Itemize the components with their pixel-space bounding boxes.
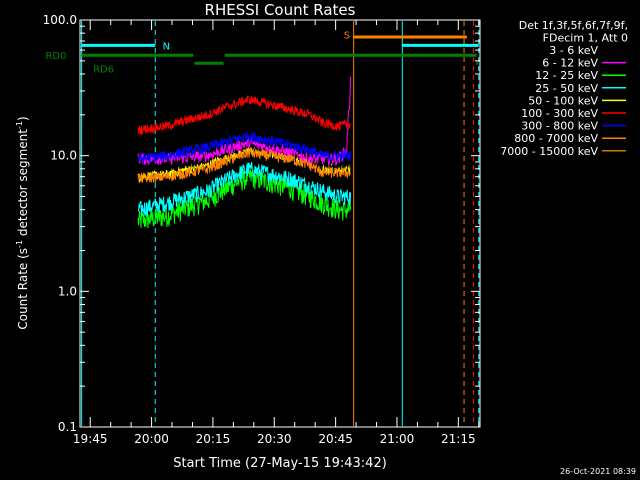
- x-tick-label: 21:15: [441, 432, 476, 446]
- legend-label: 300 - 800 keV: [521, 120, 598, 133]
- x-tick-label: 21:00: [380, 432, 415, 446]
- y-tick-label: 100.0: [43, 13, 77, 27]
- series-line-12-25kev: [137, 167, 352, 229]
- legend-label: 800 - 7000 keV: [514, 132, 598, 145]
- series-line-100-300kev: [137, 95, 352, 136]
- legend-label: 25 - 50 keV: [535, 82, 598, 95]
- y-tick-label: 1.0: [58, 284, 77, 298]
- flag-label-n: N: [163, 41, 170, 52]
- plot-area: N S RD0 RD6: [45, 21, 480, 426]
- chart-title: RHESSI Count Rates: [205, 1, 356, 19]
- series-line-300-800kev: [137, 131, 352, 164]
- y-axis-label-exp1: -1: [15, 240, 24, 248]
- y-axis-label: Count Rate (s-1 detector segment-1): [15, 116, 30, 329]
- timestamp: 26-Oct-2021 08:39: [560, 467, 636, 476]
- x-axis-label: Start Time (27-May-15 19:43:42): [173, 456, 387, 471]
- flag-label-s: S: [344, 31, 350, 42]
- x-axis: 19:45 20:00 20:15 20:30 20:45 21:00 21:15: [73, 20, 480, 446]
- y-tick-label: 10.0: [50, 149, 77, 163]
- series-line-800-7000kev: [137, 147, 352, 183]
- legend-label: 50 - 100 keV: [528, 94, 598, 107]
- legend-header-line: Det 1f,3f,5f,6f,7f,9f,: [519, 19, 628, 32]
- y-axis: 100.0 10.0 1.0 0.1: [43, 13, 480, 434]
- legend-label: 6 - 12 keV: [542, 57, 598, 70]
- legend-label: 3 - 6 keV: [549, 44, 598, 57]
- y-tick-label: 0.1: [58, 420, 77, 434]
- y-axis-label-part2: detector segment: [16, 129, 30, 240]
- flag-label-rd6: RD6: [93, 64, 114, 75]
- x-tick-label: 20:45: [318, 432, 353, 446]
- y-axis-label-part3: ): [16, 116, 30, 121]
- legend: Det 1f,3f,5f,6f,7f,9f,FDecim 1, Att 03 -…: [500, 19, 628, 158]
- legend-label: 100 - 300 keV: [521, 107, 598, 120]
- y-axis-label-part1: Count Rate (s: [16, 248, 30, 330]
- flag-label-rd0: RD0: [45, 51, 66, 62]
- x-tick-label: 20:30: [257, 432, 292, 446]
- x-tick-label: 20:15: [196, 432, 231, 446]
- plot-frame: [79, 19, 481, 428]
- legend-label: 7000 - 15000 keV: [500, 145, 598, 158]
- series-line-6-12kev: [137, 76, 352, 167]
- legend-label: 12 - 25 keV: [535, 69, 598, 82]
- legend-header-line: FDecim 1, Att 0: [543, 31, 628, 44]
- y-axis-label-exp2: -1: [15, 121, 24, 129]
- x-tick-label: 19:45: [73, 432, 108, 446]
- series-line-25-50kev: [137, 162, 352, 217]
- x-tick-label: 20:00: [134, 432, 169, 446]
